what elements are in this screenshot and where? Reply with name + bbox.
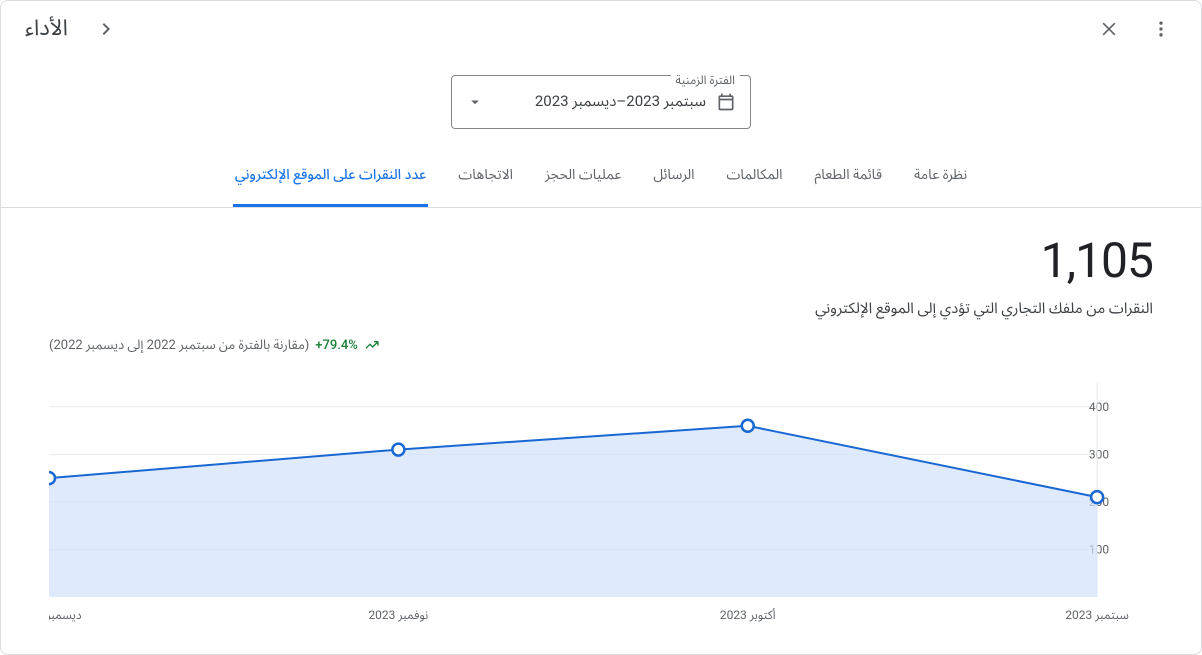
close-button[interactable] — [1093, 13, 1125, 45]
line-chart: 100200300400سبتمبر 2023أكتوبر 2023نوفمبر… — [49, 377, 1153, 637]
metric-delta: +79.4% — [315, 338, 358, 353]
svg-text:نوفمبر 2023: نوفمبر 2023 — [368, 608, 428, 622]
metric-value: 1,105 — [49, 232, 1153, 289]
tab-6[interactable]: عدد النقرات على الموقع الإلكتروني — [233, 151, 428, 207]
tab-5[interactable]: الاتجاهات — [456, 151, 515, 207]
metric-compare-row: +79.4% (مقارنة بالفترة من سبتمبر 2022 إل… — [49, 331, 1153, 359]
more-menu-button[interactable] — [1145, 13, 1177, 45]
tab-3[interactable]: الرسائل — [651, 151, 696, 207]
date-range-picker[interactable]: الفترة الزمنية سبتمبر 2023–ديسمبر 2023 — [451, 75, 751, 129]
dropdown-triangle-icon — [466, 93, 484, 111]
tab-2[interactable]: المكالمات — [725, 151, 785, 207]
svg-text:سبتمبر 2023: سبتمبر 2023 — [1065, 608, 1129, 622]
arrow-right-icon — [94, 17, 118, 41]
metric-summary: 1,105 النقرات من ملفك التجاري التي تؤدي … — [1, 208, 1201, 367]
page-title: الأداء — [25, 6, 68, 52]
tab-0[interactable]: نظرة عامة — [912, 151, 969, 207]
svg-text:ديسمبر 2023: ديسمبر 2023 — [49, 608, 82, 622]
close-icon — [1099, 19, 1119, 39]
kebab-icon — [1151, 19, 1171, 39]
svg-text:أكتوبر 2023: أكتوبر 2023 — [720, 607, 776, 622]
trend-up-icon — [364, 337, 380, 353]
svg-text:300: 300 — [1089, 447, 1109, 461]
svg-text:400: 400 — [1089, 400, 1109, 414]
chart-container: 100200300400سبتمبر 2023أكتوبر 2023نوفمبر… — [1, 367, 1201, 637]
metric-compare-text: (مقارنة بالفترة من سبتمبر 2022 إلى ديسمب… — [49, 331, 309, 359]
back-button[interactable] — [88, 11, 124, 47]
calendar-icon — [716, 92, 736, 112]
header-bar: الأداء — [1, 1, 1201, 57]
date-range-row: الفترة الزمنية سبتمبر 2023–ديسمبر 2023 — [1, 57, 1201, 137]
date-range-label: الفترة الزمنية — [671, 68, 740, 93]
metric-label: النقرات من ملفك التجاري التي تؤدي إلى ال… — [49, 293, 1153, 325]
tab-1[interactable]: قائمة الطعام — [812, 151, 884, 207]
tabs-bar: نظرة عامة قائمة الطعام المكالمات الرسائل عمل… — [1, 137, 1201, 208]
tab-4[interactable]: عمليات الحجز — [543, 151, 623, 207]
